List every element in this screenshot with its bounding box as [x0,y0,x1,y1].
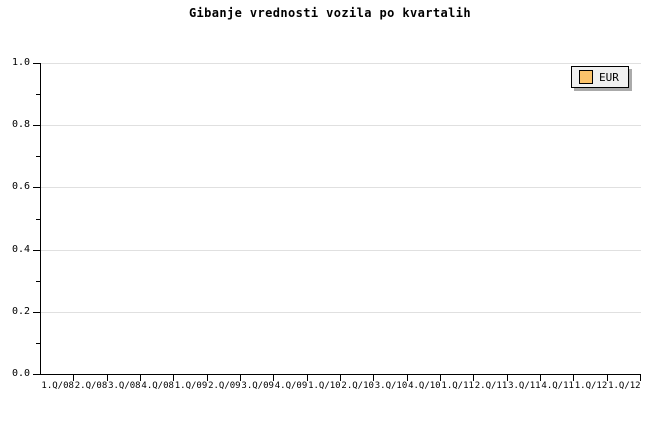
y-axis-major-tick [33,249,40,251]
x-axis-tick [239,375,241,381]
y-gridline [41,187,641,189]
legend-swatch-eur-icon [579,70,593,84]
x-axis-tick [173,375,175,381]
x-axis-tick-label: 2.Q/09 [208,381,241,391]
x-axis-tick [606,375,608,381]
y-axis-tick-label: 0.8 [11,119,30,131]
x-axis-tick [106,375,108,381]
y-gridline [41,63,641,64]
legend: EUR [571,66,629,88]
x-axis-tick [139,375,141,381]
x-axis-tick [306,375,308,381]
x-axis-tick-label: 4.Q/08 [141,381,174,391]
y-axis-major-tick [33,63,40,64]
x-axis-tick [206,375,208,381]
x-axis-tick-label: 3.Q/09 [241,381,274,391]
x-axis-tick-label: 2.Q/08 [74,381,108,391]
y-axis-minor-tick [36,342,40,344]
x-axis-tick-label: 1.Q/09 [174,381,208,391]
x-axis-tick [540,375,541,381]
x-axis-tick [373,375,375,381]
y-axis-minor-tick [36,156,40,158]
y-axis-major-tick [33,311,40,313]
plot-area: EUR 0.0 0.2 0.4 0.6 0.8 1.0 1.Q/08 2.Q/08 3.Q/08… [12,58,641,391]
x-axis-tick-label: 4.Q/11 [541,381,574,391]
x-axis-tick-label: 3.Q/08 [108,381,141,391]
y-axis-major-tick [33,374,40,375]
x-axis-tick [340,375,341,381]
x-axis-tick-label: 1.Q/11 [441,381,474,391]
x-axis-tick-label: 4.Q/09 [274,381,308,391]
y-axis-minor-tick [36,94,40,96]
y-axis-tick-label: 0.0 [11,368,30,379]
y-axis-major-tick [33,187,40,189]
x-axis-tick-label: 1.Q/12 [574,381,608,391]
y-gridline [41,125,641,127]
x-axis-tick-label: 4.Q/10 [408,381,441,391]
y-gridline [41,311,641,313]
y-axis-major-tick [33,125,40,127]
x-axis-tick-label: 3.Q/10 [374,381,408,391]
x-axis-tick-label: 2.Q/11 [474,381,508,391]
y-gridline [41,249,641,251]
y-axis-tick-label: 0.4 [11,243,30,255]
y-axis-minor-tick [36,218,40,220]
x-axis-tick-label: 3.Q/11 [508,381,541,391]
legend-label-eur: EUR [599,70,619,84]
y-axis-minor-tick [36,280,40,282]
x-axis-tick-label: 2.Q/10 [341,381,374,391]
x-axis-tick [406,375,408,381]
x-axis-tick [573,375,575,381]
x-axis-tick-label: 1.Q/10 [308,381,341,391]
x-axis-tick [439,375,441,381]
chart-title: Gibanje vrednosti vozila po kvartalih [188,6,472,20]
y-axis-tick-label: 0.2 [11,305,30,317]
x-axis-tick-label: 1.Q/08 [41,381,74,391]
x-axis-tick-label: 1.Q/12 [608,381,641,391]
y-axis-tick-label: 1.0 [11,57,30,68]
x-axis-tick [73,375,75,381]
x-axis-tick [273,375,275,381]
x-axis-tick [473,375,475,381]
x-axis-tick [640,375,641,381]
y-axis-tick-label: 0.6 [11,181,30,193]
x-axis-tick [506,375,508,381]
